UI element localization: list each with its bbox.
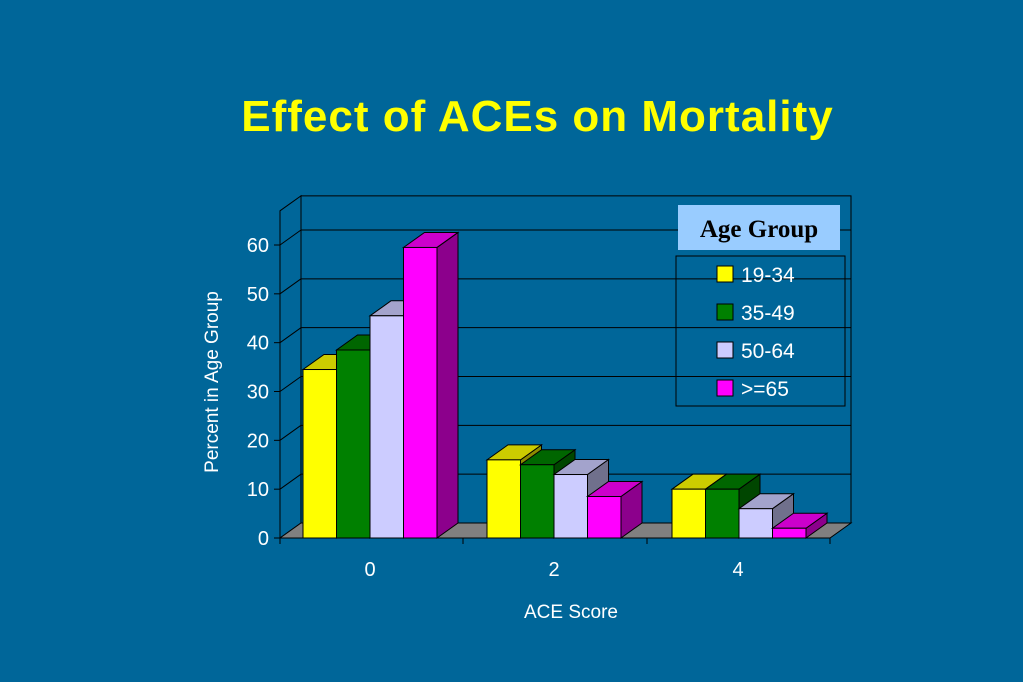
bar-front (369, 315, 404, 539)
bar-front (336, 349, 371, 539)
bar (585, 480, 644, 539)
legend-label: >=65 (741, 378, 789, 401)
tick-labels: 0 10 20 30 40 50 60 0 2 4 (247, 235, 744, 581)
x-axis-title: ACE Score (524, 602, 618, 623)
bar-front (587, 495, 622, 539)
y-axis-title: Percent in Age Group (202, 291, 223, 473)
y-tick-label: 50 (247, 284, 269, 306)
legend-swatch (716, 341, 734, 359)
x-tick-label: 2 (548, 559, 559, 581)
bar (770, 512, 829, 539)
x-tick-label: 0 (364, 559, 375, 581)
legend-swatch (716, 265, 734, 283)
gridline-side (279, 327, 302, 344)
y-tick-label: 60 (247, 235, 269, 257)
legend-label: 35-49 (741, 302, 795, 325)
bar-front (486, 459, 521, 539)
y-tick-label: 0 (258, 528, 269, 550)
legend-title: Age Group (700, 216, 818, 243)
bar-front (520, 464, 555, 539)
slide-title: Effect of ACEs on Mortality (241, 92, 834, 141)
legend-label: 50-64 (741, 340, 795, 363)
gridline-side (279, 424, 302, 441)
bar-group-4 (670, 473, 829, 539)
bar-front (738, 508, 773, 539)
legend-swatch (716, 379, 734, 397)
bar-front (772, 527, 807, 539)
bar-group-2 (485, 443, 644, 539)
y-tick-label: 30 (247, 382, 269, 404)
gridline-side (279, 376, 302, 392)
bar-front (302, 369, 337, 539)
bar-front (705, 488, 740, 539)
bar-side (436, 231, 459, 539)
bar-group-0 (301, 231, 460, 539)
x-tick-label: 4 (732, 559, 743, 581)
bar (401, 231, 460, 539)
legend-label: 19-34 (741, 264, 795, 287)
bar-front (553, 474, 588, 539)
legend-box (675, 255, 846, 407)
y-tick-label: 20 (247, 430, 269, 452)
bars (301, 231, 829, 539)
legend-swatch (716, 303, 734, 321)
y-tick-label: 40 (247, 333, 269, 355)
legend: Age Group 19-34 35-49 50-64 >=65 (675, 205, 846, 407)
gridline-side (279, 278, 302, 295)
legend-title-box (678, 205, 840, 250)
gridline-side (279, 473, 302, 490)
bar-front (671, 488, 706, 539)
gridline-side (279, 229, 302, 246)
bar-front (403, 246, 438, 539)
y-tick-label: 10 (247, 479, 269, 501)
